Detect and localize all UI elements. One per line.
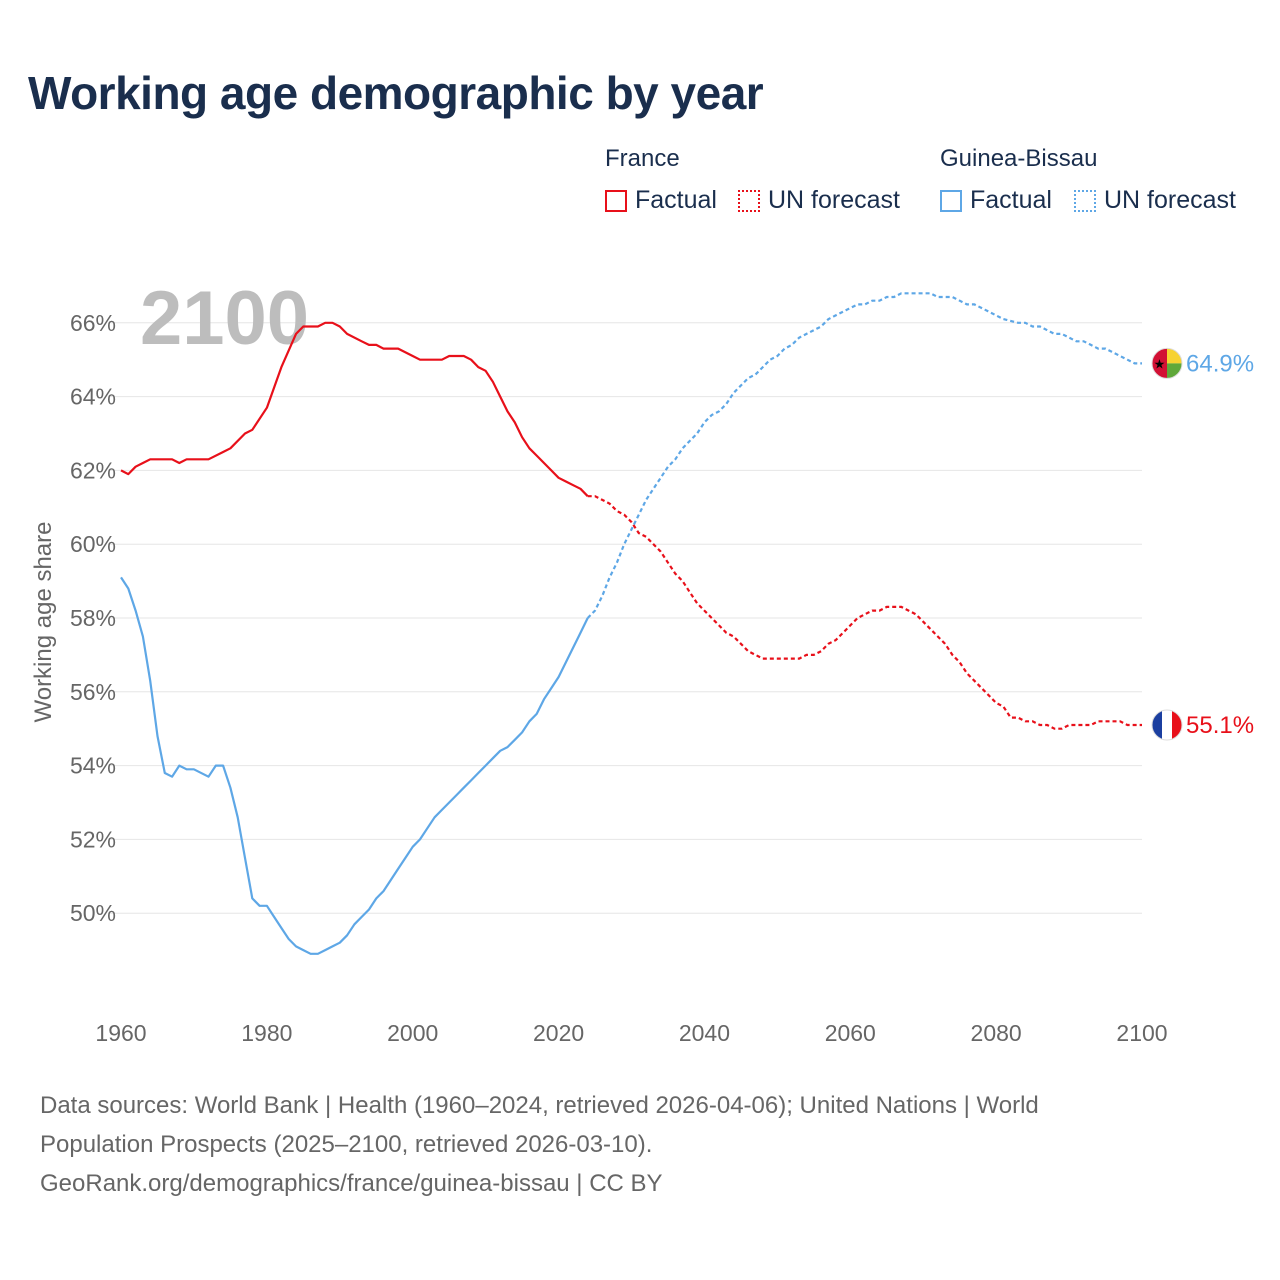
sources-line-3: GeoRank.org/demographics/france/guinea-b…	[40, 1170, 663, 1197]
gridlines	[110, 322, 1142, 914]
x-tick-label: 2000	[387, 1020, 438, 1046]
x-axis-ticks: 1960 1980 2000 2020 2040 2060 2080 2100	[95, 1020, 1167, 1046]
sources-line-2: Population Prospects (2025–2100, retriev…	[40, 1131, 653, 1158]
legend-group-guinea-bissau: Guinea-Bissau	[940, 145, 1098, 172]
y-axis-title: Working age share	[30, 522, 57, 723]
y-tick-label: 64%	[70, 384, 116, 410]
legend-guinea-bissau-factual[interactable]: Factual	[940, 186, 1052, 215]
legend-guinea-bissau-forecast[interactable]: UN forecast	[1074, 186, 1236, 215]
series-lines	[120, 292, 1142, 955]
x-tick-label: 2020	[533, 1020, 584, 1046]
sources-line-1: Data sources: World Bank | Health (1960–…	[40, 1092, 1039, 1119]
x-tick-label: 1980	[241, 1020, 292, 1046]
france-factual-line	[120, 321, 589, 497]
legend-label-guinea-bissau-forecast: UN forecast	[1104, 186, 1236, 214]
y-tick-label: 50%	[70, 900, 116, 926]
x-tick-label: 2100	[1116, 1020, 1167, 1046]
svg-text:★: ★	[1154, 356, 1166, 371]
legend-swatch-france-factual	[605, 189, 627, 212]
y-tick-label: 52%	[70, 826, 116, 852]
x-tick-label: 2060	[825, 1020, 876, 1046]
line-chart: 2100 50% 52% 54% 56% 58% 60% 62% 64% 66% 1960 198…	[30, 276, 1254, 1046]
legend-swatch-france-forecast	[738, 189, 760, 212]
y-tick-label: 62%	[70, 457, 116, 483]
y-tick-label: 56%	[70, 679, 116, 705]
y-tick-label: 58%	[70, 605, 116, 631]
y-axis-ticks: 50% 52% 54% 56% 58% 60% 62% 64% 66%	[70, 310, 116, 926]
chart-title: Working age demographic by year	[28, 67, 764, 119]
y-tick-label: 54%	[70, 753, 116, 779]
legend-group-france: France	[605, 145, 680, 172]
france-forecast-line	[587, 495, 1142, 730]
y-tick-label: 66%	[70, 310, 116, 336]
x-tick-label: 2080	[971, 1020, 1022, 1046]
legend-label-france-forecast: UN forecast	[768, 186, 900, 214]
y-tick-label: 60%	[70, 531, 116, 557]
end-markers: 55.1% ★ 64.9%	[1151, 347, 1254, 741]
x-tick-label: 1960	[95, 1020, 146, 1046]
data-sources: Data sources: World Bank | Health (1960–…	[40, 1086, 1240, 1203]
guinea-bissau-forecast-line	[586, 292, 1142, 619]
x-tick-label: 2040	[679, 1020, 730, 1046]
france-flag-icon	[1151, 709, 1183, 741]
legend-france-forecast[interactable]: UN forecast	[738, 186, 900, 215]
guinea-bissau-end-value-label: 64.9%	[1186, 350, 1254, 377]
france-end-value-label: 55.1%	[1186, 712, 1254, 739]
legend-label-guinea-bissau-factual: Factual	[970, 186, 1052, 214]
legend-label-france-factual: Factual	[635, 186, 717, 214]
guinea-bissau-flag-icon: ★	[1151, 347, 1183, 379]
legend-swatch-guinea-bissau-forecast	[1074, 189, 1096, 212]
guinea-bissau-factual-line	[120, 576, 589, 955]
current-year-watermark: 2100	[140, 276, 309, 361]
legend-swatch-guinea-bissau-factual	[940, 189, 962, 212]
legend-france-factual[interactable]: Factual	[605, 186, 717, 215]
